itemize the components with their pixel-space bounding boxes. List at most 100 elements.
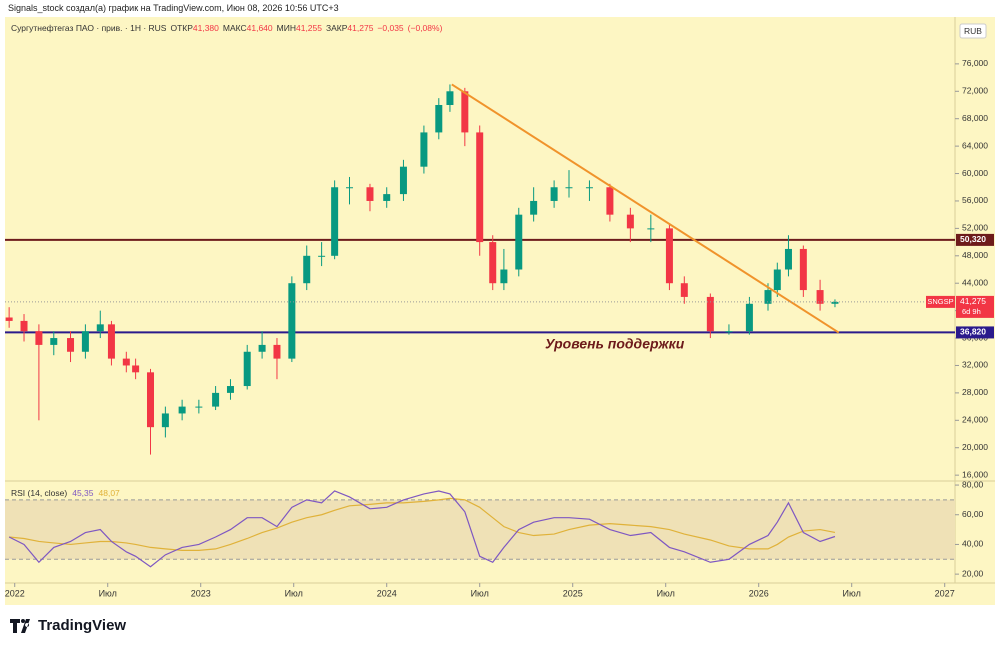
- candle-body: [500, 269, 508, 284]
- ohlc-name: ОТКР: [170, 23, 193, 33]
- candle-body: [96, 324, 104, 332]
- x-tick-label: 2023: [191, 588, 211, 598]
- x-tick-label: Июл: [99, 588, 117, 598]
- candle-body: [420, 132, 428, 167]
- ohlc-item: ОТКР41,380: [170, 23, 218, 33]
- candle-body: [489, 242, 497, 284]
- candle-body: [550, 187, 558, 201]
- candle-body: [399, 166, 407, 195]
- candle-body: [132, 365, 140, 373]
- ohlc-value: 41,380: [192, 23, 219, 33]
- y-tick-label: 24,000: [962, 415, 988, 425]
- currency: RUB: [964, 26, 982, 36]
- rsi-band: [5, 499, 955, 560]
- header: Signals_stock создал(а) график на Tradin…: [8, 3, 339, 13]
- x-tick-label: Июл: [471, 588, 489, 598]
- candle-body: [346, 187, 354, 189]
- y-tick-label: 40,00: [962, 539, 984, 549]
- candle-body: [67, 338, 75, 352]
- x-tick-label: Июл: [843, 588, 861, 598]
- change-pct: (−0,08%): [407, 23, 443, 33]
- y-tick-label: 28,000: [962, 387, 988, 397]
- candle-body: [50, 338, 58, 345]
- candle-body: [107, 324, 115, 359]
- y-tick-label: 16,000: [962, 469, 988, 479]
- rsi-title: RSI (14, close): [11, 488, 68, 498]
- candle-body: [318, 255, 326, 257]
- candle-body: [476, 132, 484, 243]
- y-tick-label: 60,000: [962, 168, 988, 178]
- rsi-legend-value: 48,07: [98, 488, 120, 498]
- x-tick-label: 2025: [563, 588, 583, 598]
- candle-body: [273, 344, 281, 359]
- countdown: 6d 9h: [962, 307, 981, 316]
- candle-body: [331, 187, 339, 256]
- level-tag: [956, 233, 994, 246]
- price-label: 41,275: [960, 296, 986, 306]
- y-tick-label: 52,000: [962, 223, 988, 233]
- y-tick-label: 68,000: [962, 113, 988, 123]
- candle-body: [5, 317, 13, 321]
- x-tick-label: 2027: [935, 588, 955, 598]
- candle-body: [680, 283, 688, 297]
- candle-body: [831, 301, 839, 304]
- ohlc-item: ЗАКР41,275: [326, 23, 373, 33]
- y-tick-label: 20,00: [962, 568, 984, 578]
- candle-body: [35, 331, 43, 345]
- candle-body: [565, 187, 573, 189]
- candle-body: [799, 248, 807, 291]
- y-tick-label: 76,000: [962, 58, 988, 68]
- candle-body: [303, 255, 311, 284]
- rsi-line: [8, 490, 836, 568]
- y-tick-label: 48,000: [962, 250, 988, 260]
- logo-icon: [10, 618, 30, 633]
- candle-body: [585, 187, 593, 189]
- candle-body: [530, 200, 538, 215]
- candle-body: [665, 228, 673, 284]
- candle-body: [122, 358, 130, 366]
- candle-body: [446, 91, 454, 105]
- trendline: [451, 83, 840, 334]
- ohlc-item: МИН41,255: [277, 23, 322, 33]
- level-tag: [956, 326, 994, 339]
- level-label: 36,820: [960, 327, 986, 337]
- candle-body: [243, 351, 251, 387]
- y-tick-label: 72,000: [962, 86, 988, 96]
- x-tick-label: 2022: [5, 588, 25, 598]
- candle-body: [706, 296, 714, 332]
- y-tick-label: 32,000: [962, 360, 988, 370]
- x-tick-label: Июл: [657, 588, 675, 598]
- price-tag: [956, 295, 994, 318]
- change: −0,035: [377, 23, 404, 33]
- candle-body: [146, 372, 154, 428]
- logo-text: TradingView: [38, 617, 127, 634]
- candle-body: [606, 187, 614, 215]
- annotation: Уровень поддержки: [545, 336, 685, 352]
- candle-body: [816, 290, 824, 304]
- candle-body: [366, 187, 374, 201]
- y-tick-label: 44,000: [962, 277, 988, 287]
- candle-body: [212, 392, 220, 407]
- candle-body: [515, 214, 523, 270]
- currency-box[interactable]: [959, 23, 987, 39]
- y-tick-label: 56,000: [962, 195, 988, 205]
- chart-title: Сургутнефтегаз ПАО · прив. · 1Н · RUS: [11, 23, 167, 33]
- chart-legend: Сургутнефтегаз ПАО · прив. · 1Н · RUS ОТК…: [11, 23, 446, 33]
- ohlc-value: 41,640: [246, 23, 273, 33]
- rsi-legend: RSI (14, close) 45,35 48,07: [11, 488, 125, 498]
- candle-body: [288, 283, 296, 359]
- ohlc-name: МАКС: [222, 23, 247, 33]
- logo[interactable]: TradingView: [10, 617, 126, 634]
- y-tick-label: 60,00: [962, 509, 984, 519]
- rsi-legend-value: 45,35: [72, 488, 94, 498]
- candle-body: [195, 406, 203, 408]
- level-label: 50,320: [960, 234, 986, 244]
- candle-body: [647, 228, 655, 230]
- candle-body: [161, 413, 169, 428]
- x-tick-label: 2024: [377, 588, 397, 598]
- candle-body: [383, 194, 391, 201]
- candle-body: [626, 214, 634, 229]
